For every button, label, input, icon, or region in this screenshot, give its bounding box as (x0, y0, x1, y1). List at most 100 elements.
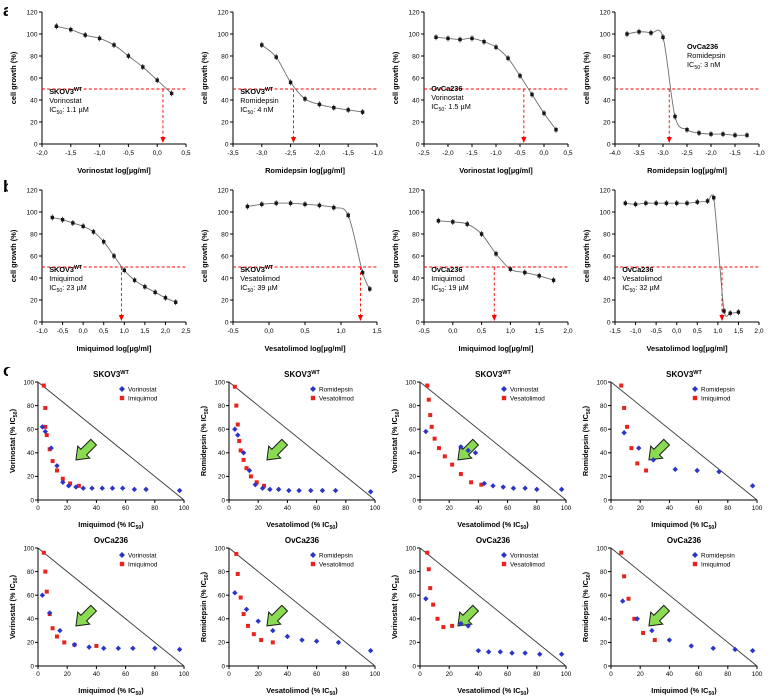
svg-text:40: 40 (218, 616, 226, 623)
svg-text:OvCa236: OvCa236 (431, 84, 462, 93)
svg-text:100: 100 (23, 545, 34, 552)
svg-text:Imiquimod: Imiquimod (701, 395, 731, 402)
svg-text:60: 60 (27, 593, 35, 600)
svg-text:Imiquimod: Imiquimod (431, 274, 465, 283)
chart-dose-ovca236-romidepsin: 0 20 40 60 80 100 120 -4,0 -3,5 -3,0 -2,5 -2,0 -1,5 -… (581, 4, 769, 176)
svg-text:2,0: 2,0 (563, 328, 572, 335)
svg-text:0: 0 (609, 671, 613, 678)
svg-text:cell growth (%): cell growth (%) (582, 51, 591, 104)
svg-text:60: 60 (600, 427, 608, 434)
svg-text:0: 0 (225, 319, 229, 326)
svg-text:20: 20 (603, 297, 611, 304)
svg-text:-0,5: -0,5 (123, 150, 135, 157)
svg-text:IC50: 4 nM: IC50: 4 nM (240, 105, 273, 116)
series-red (41, 383, 81, 488)
svg-text:80: 80 (533, 505, 541, 512)
svg-text:0,0: 0,0 (672, 328, 681, 335)
svg-text:120: 120 (599, 187, 610, 194)
svg-text:20: 20 (30, 297, 38, 304)
svg-text:Vorinostat: Vorinostat (49, 96, 81, 105)
svg-text:20: 20 (600, 640, 608, 647)
svg-text:40: 40 (27, 616, 35, 623)
chart-iso-ovca236-romidepsin-imiquimod: OvCa236 0 0 20 20 40 40 60 60 80 80 100 100 Romidepsi… (581, 534, 769, 696)
ic50-guides (233, 266, 377, 321)
svg-text:-0,5: -0,5 (514, 150, 526, 157)
svg-text:100: 100 (179, 505, 190, 512)
svg-text:Romidepsin: Romidepsin (701, 386, 735, 393)
svg-text:Imiquimod: Imiquimod (701, 561, 731, 568)
svg-text:20: 20 (30, 119, 38, 126)
svg-text:OvCa236: OvCa236 (285, 536, 320, 545)
synergy-arrow-icon (75, 604, 98, 627)
svg-text:Vorinostat: Vorinostat (128, 552, 157, 559)
svg-text:-2,0: -2,0 (705, 150, 717, 157)
svg-text:80: 80 (221, 53, 229, 60)
series-red (619, 550, 657, 643)
svg-text:40: 40 (666, 505, 674, 512)
svg-text:0,0: 0,0 (79, 328, 88, 335)
svg-text:Romidepsin: Romidepsin (687, 51, 726, 60)
series-red (425, 550, 455, 630)
svg-text:40: 40 (409, 450, 417, 457)
svg-text:60: 60 (504, 671, 512, 678)
svg-text:OvCa236: OvCa236 (622, 265, 653, 274)
svg-text:60: 60 (409, 427, 417, 434)
svg-text:20: 20 (637, 505, 645, 512)
svg-text:2,0: 2,0 (754, 328, 763, 335)
chart-dose-ovca236-vesatolimod: 0 20 40 60 80 100 120 -1,5 -1,0 -0,5 0,0 0,5 1,0 1,5 2… (581, 182, 769, 354)
svg-text:-0,5: -0,5 (418, 328, 430, 335)
svg-text:Vesatolimod (% IC50): Vesatolimod (% IC50) (457, 686, 529, 696)
svg-text:100: 100 (561, 671, 572, 678)
svg-text:100: 100 (752, 505, 763, 512)
svg-text:80: 80 (27, 403, 35, 410)
svg-text:0: 0 (34, 141, 38, 148)
svg-text:80: 80 (412, 53, 420, 60)
svg-text:100: 100 (179, 671, 190, 678)
svg-text:80: 80 (603, 231, 611, 238)
svg-text:0,5: 0,5 (99, 328, 108, 335)
data-points (245, 200, 372, 292)
svg-text:80: 80 (151, 505, 159, 512)
svg-text:Vorinostat: Vorinostat (128, 386, 157, 393)
svg-text:0: 0 (36, 505, 40, 512)
svg-text:SKOV3WT: SKOV3WT (240, 265, 274, 274)
legend: Vorinostat Vesatolimod (501, 552, 545, 568)
svg-text:20: 20 (221, 119, 229, 126)
svg-text:Romidepsin (% IC50): Romidepsin (% IC50) (199, 405, 210, 476)
panel-label-c: c (3, 362, 12, 379)
chart-iso-ovca236-vorinostat-imiquimod: OvCa236 0 0 20 20 40 40 60 60 80 80 100 100 Vorinosta… (8, 534, 196, 696)
svg-text:-4,0: -4,0 (609, 150, 621, 157)
svg-text:OvCa236: OvCa236 (667, 536, 702, 545)
svg-text:1,5: 1,5 (535, 328, 544, 335)
svg-text:0: 0 (34, 319, 38, 326)
legend: Romidepsin Vesatolimod (310, 552, 354, 568)
synergy-arrow-icon (266, 438, 289, 461)
svg-text:Imiquimod: Imiquimod (128, 561, 158, 568)
data-points (260, 42, 365, 116)
ic50-guides (615, 266, 759, 321)
svg-text:60: 60 (603, 75, 611, 82)
svg-text:20: 20 (603, 119, 611, 126)
legend: Vorinostat Vesatolimod (501, 386, 545, 402)
svg-text:80: 80 (409, 403, 417, 410)
svg-text:80: 80 (30, 231, 38, 238)
svg-text:0: 0 (412, 497, 416, 504)
svg-text:40: 40 (475, 671, 483, 678)
svg-text:OvCa236: OvCa236 (431, 265, 462, 274)
svg-text:40: 40 (600, 450, 608, 457)
svg-text:60: 60 (27, 427, 35, 434)
svg-text:60: 60 (122, 671, 130, 678)
ic50-guides (424, 266, 568, 321)
svg-text:0: 0 (221, 663, 225, 670)
svg-text:60: 60 (313, 671, 321, 678)
svg-text:Romidepsin (% IC50): Romidepsin (% IC50) (581, 571, 592, 642)
svg-text:20: 20 (255, 505, 263, 512)
svg-text:0: 0 (607, 141, 611, 148)
svg-text:Romidepsin (% IC50): Romidepsin (% IC50) (581, 405, 592, 476)
data-points (50, 214, 178, 306)
svg-text:-2,5: -2,5 (418, 150, 430, 157)
svg-text:0,5: 0,5 (563, 150, 572, 157)
chart-iso-skov3-romidepsin-imiquimod: SKOV3WT 0 0 20 20 40 40 60 60 80 80 100 100 Romidepsi… (581, 368, 769, 530)
series-blue (39, 592, 183, 653)
svg-text:0: 0 (36, 671, 40, 678)
